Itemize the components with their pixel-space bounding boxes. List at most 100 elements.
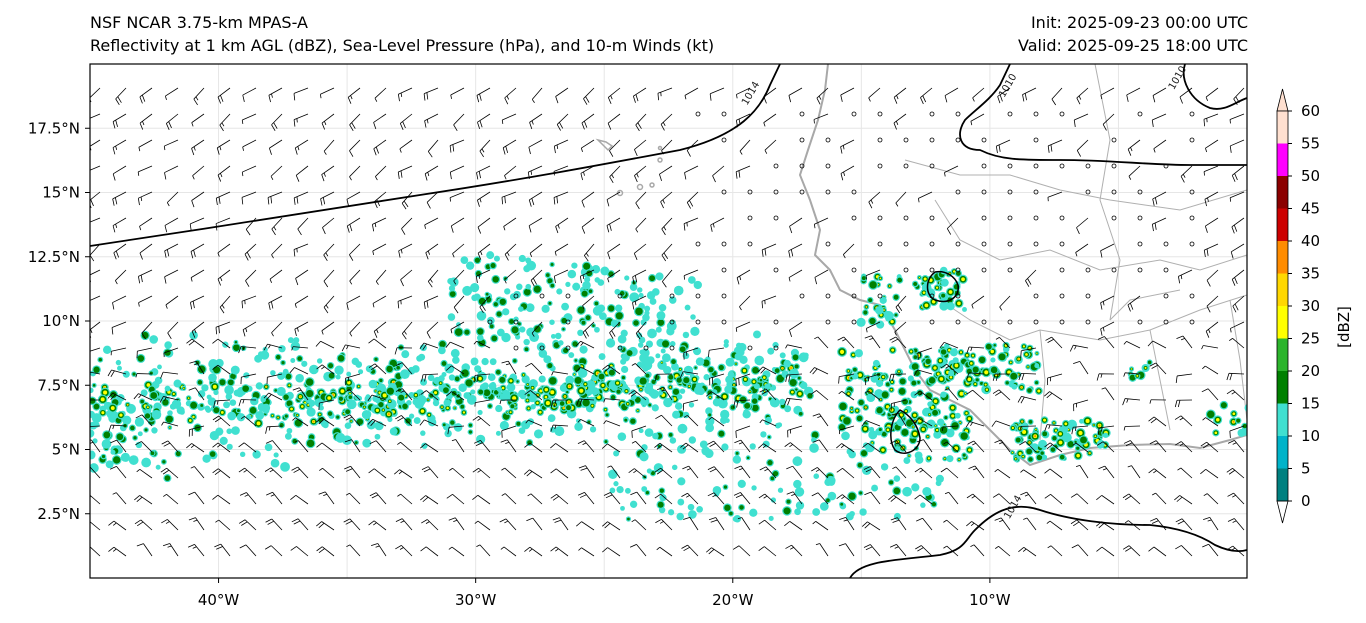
calm-wind-marker	[1059, 241, 1065, 247]
wind-barb	[188, 517, 205, 531]
wind-barb	[865, 269, 881, 280]
echo-cell	[687, 503, 695, 511]
wind-barb	[763, 113, 777, 127]
wind-barb	[216, 139, 231, 155]
echo-cell	[334, 365, 344, 375]
echo-cell	[164, 385, 171, 392]
echo-cell	[952, 357, 959, 364]
wind-barb	[270, 165, 283, 180]
calm-wind-marker	[1059, 215, 1065, 221]
wind-barb	[164, 269, 179, 284]
wind-barb	[761, 243, 777, 257]
echo-cell	[477, 409, 483, 415]
wind-barb	[1149, 399, 1167, 404]
colorbar-extend-max	[1276, 88, 1289, 112]
echo-cell	[579, 345, 588, 354]
wind-barb	[657, 87, 673, 101]
echo-cell	[697, 387, 705, 396]
echo-cell	[1011, 383, 1018, 390]
wind-barb	[215, 321, 231, 335]
echo-cell	[582, 280, 591, 290]
wind-barb	[966, 521, 985, 531]
wind-barb	[192, 165, 205, 180]
calm-wind-marker	[825, 137, 831, 143]
wind-barb	[420, 390, 439, 401]
echo-cell	[605, 338, 616, 348]
wind-barb	[735, 425, 751, 438]
wind-barb	[631, 440, 647, 453]
echo-cell	[591, 387, 599, 396]
echo-cell	[223, 401, 231, 409]
echo-cell	[865, 443, 875, 453]
calm-wind-marker	[825, 163, 831, 169]
wind-barb	[139, 243, 153, 260]
wind-barb	[709, 373, 725, 386]
wind-barb	[1020, 491, 1037, 505]
echo-cell	[204, 405, 211, 412]
wind-barb	[1175, 441, 1193, 453]
wind-barb	[135, 373, 153, 378]
wind-barb	[842, 243, 855, 259]
wind-barb	[758, 493, 777, 505]
wind-barb	[164, 217, 179, 233]
echo-cell	[565, 281, 571, 288]
wind-barb	[662, 269, 673, 288]
echo-cell	[721, 443, 729, 451]
wind-barb	[609, 165, 621, 184]
wind-barb	[890, 517, 907, 531]
echo-cell	[990, 357, 996, 363]
wind-barb	[1047, 191, 1063, 202]
wind-barb	[581, 113, 595, 130]
echo-cell	[486, 316, 495, 325]
echo-cell	[803, 352, 809, 358]
wind-barb	[398, 243, 413, 258]
echo-cell	[779, 398, 786, 406]
wind-barb	[164, 243, 179, 258]
echo-cell	[502, 308, 510, 316]
wind-barb	[603, 492, 621, 505]
wind-barb	[944, 87, 959, 103]
wind-barb	[1201, 388, 1219, 401]
wind-barb	[187, 544, 205, 557]
wind-barb	[654, 493, 673, 505]
calm-wind-marker	[1137, 319, 1143, 325]
echo-cell	[151, 427, 158, 434]
wind-barb	[914, 467, 933, 479]
lat-tick-label: 12.5°N	[28, 248, 80, 266]
wind-barb	[373, 113, 387, 130]
wind-barb	[551, 371, 569, 376]
wind-barb	[683, 347, 699, 360]
calm-wind-marker	[929, 293, 935, 299]
echo-cell	[102, 345, 112, 355]
wind-barb	[1231, 165, 1245, 182]
wind-barb	[705, 391, 725, 401]
wind-barb	[940, 363, 959, 375]
echo-cell	[937, 418, 945, 426]
echo-cell	[679, 388, 686, 394]
wind-barb	[968, 465, 985, 479]
wind-barb	[529, 243, 543, 258]
wind-barb	[473, 340, 491, 349]
wind-barb	[90, 243, 101, 262]
echo-cell	[825, 475, 836, 486]
echo-cell	[488, 382, 497, 391]
echo-cell	[533, 429, 544, 439]
wind-barb	[1046, 520, 1063, 531]
wind-barb	[295, 165, 309, 182]
wind-barb	[349, 243, 361, 261]
echo-cell	[418, 398, 426, 406]
echo-cell	[599, 312, 607, 321]
wind-barb	[1229, 425, 1245, 438]
wind-barb	[635, 321, 647, 340]
echo-cell	[667, 509, 675, 516]
wind-barb	[1122, 493, 1141, 505]
colorbar-tick-label: 40	[1301, 232, 1320, 250]
echo-cell	[637, 342, 644, 348]
wind-barb	[263, 392, 283, 401]
echo-cell	[572, 282, 581, 291]
echo-cell	[927, 401, 933, 407]
echo-cell	[753, 383, 760, 390]
wind-barb	[217, 269, 231, 286]
wind-barb	[269, 139, 283, 155]
echo-cell	[290, 341, 301, 351]
